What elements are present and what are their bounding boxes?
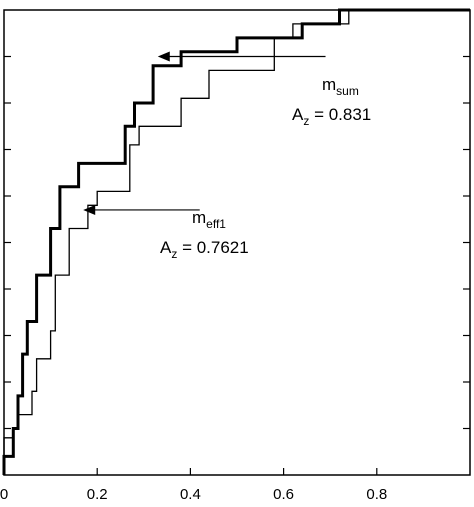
x-tick-label-4: 0.8 [366, 486, 387, 503]
x-tick-label-1: 0.2 [87, 486, 108, 503]
x-axis-ticks: 0 0.2 0.4 0.6 0.8 [0, 468, 387, 503]
x-tick-label-2: 0.4 [180, 486, 201, 503]
series-line-m-sum [2, 8, 470, 475]
annotation-1-label: msum [322, 75, 359, 98]
annotations: msum Az = 0.831 meff1 Az = 0.7621 [83, 51, 371, 261]
annotation-arrowhead-2 [83, 204, 96, 215]
series-layer [2, 8, 470, 475]
x-tick-label-0: 0 [0, 486, 8, 503]
annotation-2-label: meff1 [192, 208, 226, 231]
annotation-2-az: Az = 0.7621 [160, 238, 249, 261]
x-tick-label-3: 0.6 [273, 486, 294, 503]
series-line-m-eff1 [3, 9, 470, 475]
annotation-arrowhead-1 [157, 51, 170, 62]
annotation-1-az: Az = 0.831 [292, 105, 371, 128]
y-axis-ticks [4, 55, 470, 430]
